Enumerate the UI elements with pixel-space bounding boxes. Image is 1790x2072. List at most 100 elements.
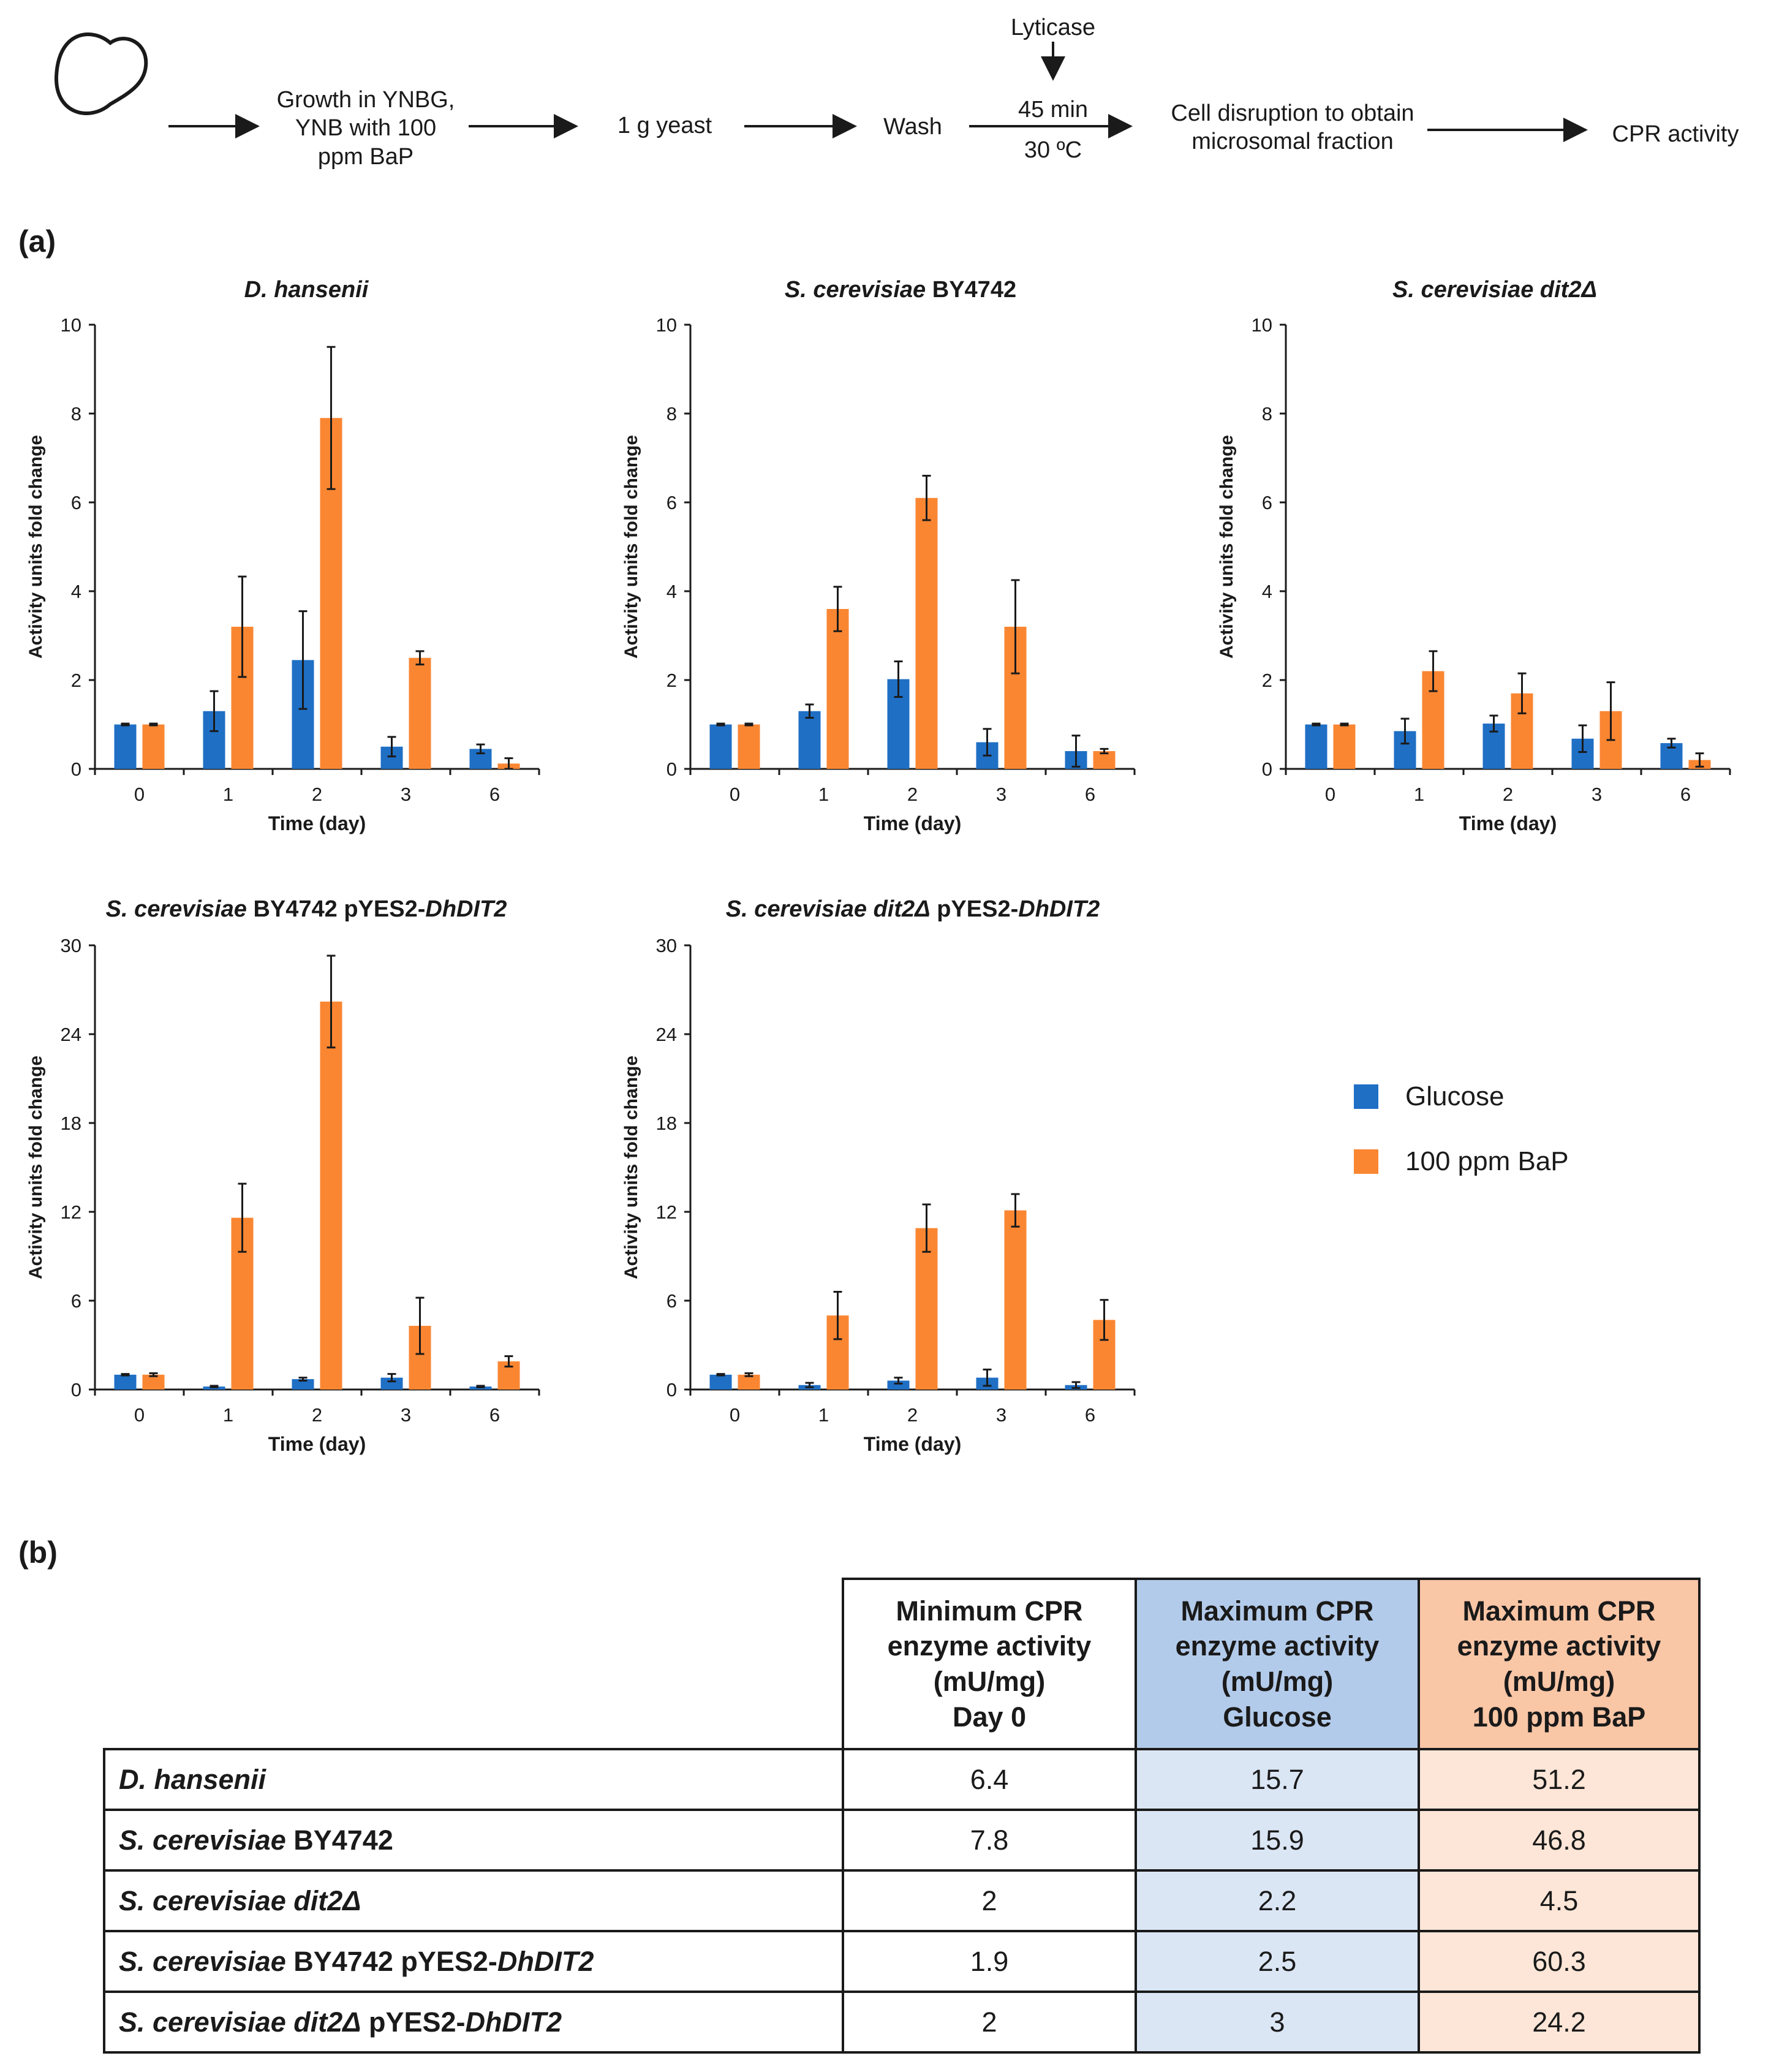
x-tick-label: 1: [1414, 784, 1424, 805]
table-cell: 24.2: [1418, 1991, 1701, 2054]
x-tick-label: 3: [996, 1404, 1006, 1426]
legend-swatch: [1354, 1149, 1378, 1174]
x-tick-label: 2: [312, 784, 322, 805]
table-cell: 46.8: [1418, 1809, 1701, 1872]
y-axis-label: Activity units fold change: [621, 1056, 641, 1279]
table-row: S. cerevisiae BY4742 pYES2-DhDIT2 1.9 2.…: [103, 1930, 1701, 1993]
chart-title: S. cerevisiae dit2Δ pYES2-DhDIT2: [725, 896, 1100, 922]
y-tick-label: 12: [61, 1201, 81, 1223]
y-tick-label: 6: [1262, 492, 1272, 513]
bar: [709, 724, 732, 769]
flow-step-disruption: Cell disruption to obtain microsomal fra…: [1171, 100, 1414, 155]
bar: [798, 711, 821, 769]
y-tick-label: 4: [1262, 581, 1272, 602]
legend: Glucose 100 ppm BaP: [1354, 1081, 1569, 1177]
y-tick-label: 2: [1262, 670, 1272, 691]
bar: [738, 724, 760, 769]
flow-step-cpr: CPR activity: [1612, 121, 1739, 147]
table-cell: 2: [842, 1991, 1137, 2054]
x-tick-label: 1: [818, 784, 829, 805]
legend-label: Glucose: [1405, 1081, 1505, 1111]
x-tick-label: 0: [1325, 784, 1335, 805]
y-tick-label: 6: [71, 492, 81, 513]
bar: [320, 1001, 342, 1390]
y-tick-label: 8: [667, 403, 677, 425]
y-axis-label: Activity units fold change: [26, 435, 46, 659]
table-row-label: S. cerevisiae BY4742 pYES2-DhDIT2: [103, 1930, 844, 1993]
legend-swatch: [1354, 1084, 1378, 1109]
table-cell: 4.5: [1418, 1869, 1701, 1932]
bar: [142, 724, 165, 769]
y-tick-label: 10: [61, 314, 81, 336]
panel-label-a: (a): [18, 224, 56, 259]
table-header-min-day0: Minimum CPR enzyme activity (mU/mg) Day …: [842, 1578, 1137, 1750]
y-tick-label: 12: [656, 1201, 677, 1223]
bar: [380, 1377, 403, 1390]
x-tick-label: 6: [489, 784, 500, 805]
table-row: S. cerevisiae dit2Δ 2 2.2 4.5: [103, 1869, 1701, 1932]
bar: [915, 1228, 938, 1390]
bar: [738, 1374, 760, 1390]
table-cell: 7.8: [842, 1809, 1137, 1872]
table-cell: 2.5: [1135, 1930, 1420, 1993]
bar: [1305, 724, 1327, 769]
y-tick-label: 10: [1252, 314, 1272, 336]
table-cell: 51.2: [1418, 1748, 1701, 1811]
y-tick-label: 0: [667, 758, 677, 780]
bar-chart-plot: Activity units fold change 0 2 4 6 8 10 0 1 2 3 6 Ti…: [1217, 314, 1731, 834]
bar: [1004, 1210, 1027, 1390]
bar: [915, 497, 938, 769]
flow-step-yeast: 1 g yeast: [617, 113, 712, 138]
y-tick-label: 6: [71, 1290, 81, 1312]
table-row: S. cerevisiae dit2Δ pYES2-DhDIT2 2 3 24.…: [103, 1991, 1701, 2054]
y-tick-label: 8: [1262, 403, 1272, 425]
y-tick-label: 0: [71, 1379, 81, 1401]
flow-step-wash: Wash: [883, 114, 942, 140]
yeast-cell-icon: [54, 32, 148, 115]
flow-step-growth: Growth in YNBG, YNB with 100 ppm BaP: [276, 87, 455, 170]
x-tick-label: 3: [996, 784, 1006, 805]
x-tick-label: 2: [312, 1404, 322, 1426]
chart-title: S. cerevisiae dit2Δ: [1392, 277, 1597, 303]
bar: [114, 1374, 137, 1390]
table-row-label: D. hansenii: [103, 1748, 844, 1811]
table-cell: 6.4: [842, 1748, 1137, 1811]
table-cell: 3: [1135, 1991, 1420, 2054]
bar: [1333, 724, 1356, 769]
x-axis-label: Time (day): [1459, 812, 1557, 834]
table-row-label: S. cerevisiae dit2Δ: [103, 1869, 844, 1932]
table-row: D. hansenii 6.4 15.7 51.2: [103, 1748, 1701, 1811]
bar: [409, 657, 431, 769]
table-cell: 15.7: [1135, 1748, 1420, 1811]
y-tick-label: 30: [61, 935, 81, 956]
bar-chart-plot: Activity units fold change 0 2 4 6 8 10 0 1 2 3 6 Ti…: [26, 314, 540, 834]
x-tick-label: 6: [1680, 784, 1691, 805]
bar-chart-plot: Activity units fold change 0 2 4 6 8 10 0 1 2 3 6 Ti…: [621, 314, 1136, 834]
y-tick-label: 2: [71, 670, 81, 691]
x-tick-label: 1: [223, 1404, 233, 1426]
table-header-max-bap: Maximum CPR enzyme activity (mU/mg) 100 …: [1418, 1578, 1701, 1750]
y-tick-label: 6: [667, 492, 677, 513]
y-tick-label: 4: [667, 581, 677, 602]
y-tick-label: 2: [667, 670, 677, 691]
y-tick-label: 10: [656, 314, 677, 336]
y-tick-label: 18: [61, 1113, 81, 1134]
table-cell: 15.9: [1135, 1809, 1420, 1872]
x-axis-label: Time (day): [864, 812, 961, 834]
bar: [142, 1374, 165, 1390]
table-header-max-glucose: Maximum CPR enzyme activity (mU/mg) Gluc…: [1135, 1578, 1420, 1750]
table-corner-cell: [104, 1579, 844, 1750]
bar: [826, 609, 849, 769]
chart-title: S. cerevisiae BY4742: [784, 277, 1017, 303]
y-axis-label: Activity units fold change: [26, 1056, 46, 1279]
panel-label-b: (b): [18, 1535, 58, 1570]
x-axis-label: Time (day): [268, 1433, 366, 1455]
flow-lyticase: Lyticase: [1011, 15, 1095, 40]
table-row-label: S. cerevisiae BY4742: [103, 1809, 844, 1872]
bar: [887, 1380, 910, 1390]
x-tick-label: 6: [489, 1404, 500, 1426]
table-row-label: S. cerevisiae dit2Δ pYES2-DhDIT2: [103, 1991, 844, 2054]
y-tick-label: 18: [656, 1113, 677, 1134]
legend-label: 100 ppm BaP: [1405, 1146, 1569, 1176]
table-header-row: Minimum CPR enzyme activity (mU/mg) Day …: [104, 1578, 1701, 1750]
